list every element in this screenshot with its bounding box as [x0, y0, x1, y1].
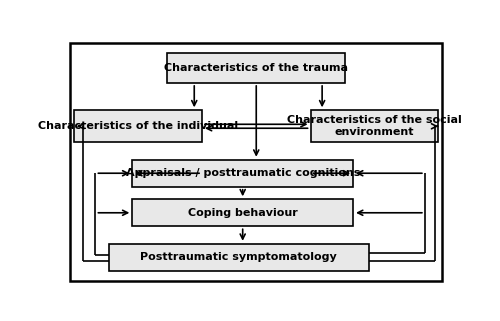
Bar [310, 110, 438, 142]
Text: Characteristics of the social
environment: Characteristics of the social environmen… [287, 116, 462, 137]
Text: Appraisals / posttraumatic cognitions: Appraisals / posttraumatic cognitions [126, 168, 360, 178]
Text: Characteristics of the individual: Characteristics of the individual [38, 121, 238, 131]
Text: Coping behaviour: Coping behaviour [188, 208, 298, 218]
Text: Characteristics of the trauma: Characteristics of the trauma [164, 63, 348, 73]
Bar [132, 160, 353, 187]
Bar [167, 53, 346, 83]
Bar [74, 110, 202, 142]
Bar [109, 244, 368, 271]
Bar [132, 199, 353, 226]
Text: Posttraumatic symptomatology: Posttraumatic symptomatology [140, 252, 337, 262]
